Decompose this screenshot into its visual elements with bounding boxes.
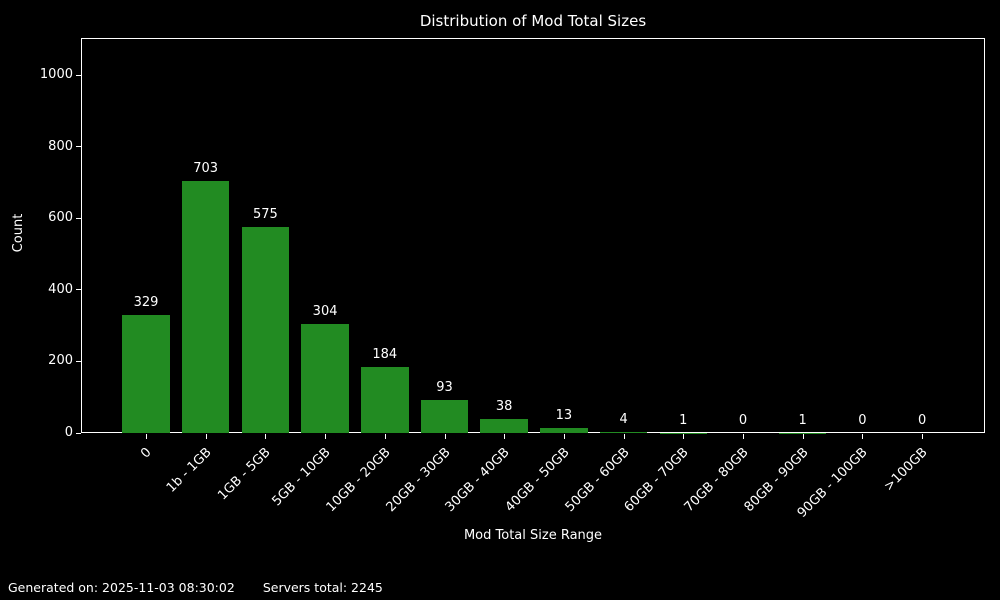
- x-tick-label: 70GB - 80GB: [681, 445, 752, 516]
- x-tick-label: >100GB: [881, 445, 931, 495]
- footer: Generated on: 2025-11-03 08:30:02 Servers…: [8, 580, 383, 595]
- x-tick-label: 30GB - 40GB: [442, 445, 513, 516]
- bar: [480, 419, 528, 433]
- x-tick-mark: [205, 434, 207, 439]
- y-tick-label: 200: [48, 353, 73, 369]
- x-tick-mark: [146, 434, 147, 439]
- y-tick-mark: [76, 217, 81, 219]
- bar-value-label: 329: [133, 295, 159, 311]
- bar-value-label: 13: [555, 408, 573, 424]
- y-tick-mark: [76, 146, 81, 148]
- x-tick-label: 20GB - 30GB: [383, 445, 454, 516]
- bar: [122, 315, 170, 433]
- y-tick-mark: [76, 74, 81, 76]
- y-tick-label: 400: [48, 281, 73, 297]
- x-tick-mark: [265, 434, 267, 439]
- bar: [241, 227, 290, 433]
- x-tick-mark: [683, 434, 685, 439]
- bar: [540, 428, 588, 433]
- bar-value-label: 703: [193, 161, 219, 177]
- x-tick-mark: [444, 434, 446, 439]
- x-tick-mark: [922, 434, 924, 439]
- x-tick-label: 90GB - 100GB: [795, 445, 871, 521]
- x-tick-mark: [623, 434, 625, 439]
- x-tick-label: 60GB - 70GB: [621, 445, 692, 516]
- bar-value-label: 0: [738, 413, 748, 428]
- x-tick-label: 0: [138, 445, 155, 462]
- bar-value-label: 0: [917, 413, 927, 428]
- x-tick-label: 50GB - 60GB: [562, 445, 633, 516]
- x-tick-label: 80GB - 90GB: [741, 445, 812, 516]
- y-tick-label: 1000: [39, 67, 73, 82]
- x-tick-mark: [325, 434, 327, 439]
- bar-value-label: 38: [495, 399, 513, 415]
- y-tick-mark: [76, 432, 81, 434]
- y-axis-label: Count: [11, 213, 26, 253]
- bar: [181, 181, 230, 433]
- plot-area: [81, 38, 985, 433]
- x-tick-mark: [862, 434, 864, 439]
- x-tick-label: 1GB - 5GB: [215, 445, 274, 504]
- y-tick-mark: [76, 289, 81, 291]
- bar-value-label: 184: [372, 347, 398, 363]
- chart-title: Distribution of Mod Total Sizes: [419, 12, 647, 30]
- servers-total: Servers total: 2245: [262, 580, 383, 595]
- x-tick-mark: [384, 434, 386, 439]
- y-tick-label: 800: [48, 138, 73, 154]
- bar-value-label: 0: [858, 413, 867, 428]
- y-tick-mark: [76, 360, 81, 362]
- bar-value-label: 1: [679, 412, 688, 428]
- bar: [599, 431, 648, 433]
- bar: [361, 367, 409, 433]
- bar: [301, 324, 349, 433]
- x-tick-mark: [802, 434, 804, 439]
- x-tick-mark: [504, 434, 506, 439]
- x-axis-label: Mod Total Size Range: [463, 528, 603, 543]
- x-tick-mark: [743, 434, 744, 439]
- bar-value-label: 575: [252, 207, 278, 223]
- bar-value-label: 1: [798, 412, 807, 428]
- x-tick-label: 10GB - 20GB: [323, 445, 394, 516]
- x-tick-label: 1b - 1GB: [163, 445, 215, 496]
- bar-value-label: 4: [619, 411, 628, 427]
- bar: [420, 399, 469, 433]
- y-tick-label: 0: [64, 425, 73, 440]
- x-tick-label: 40GB - 50GB: [502, 445, 573, 516]
- bar-value-label: 304: [312, 304, 338, 320]
- x-tick-label: 5GB - 10GB: [269, 445, 334, 510]
- x-tick-mark: [563, 434, 565, 439]
- y-tick-label: 600: [48, 210, 73, 226]
- bar-value-label: 93: [436, 379, 453, 395]
- generated-timestamp: Generated on: 2025-11-03 08:30:02: [8, 580, 235, 595]
